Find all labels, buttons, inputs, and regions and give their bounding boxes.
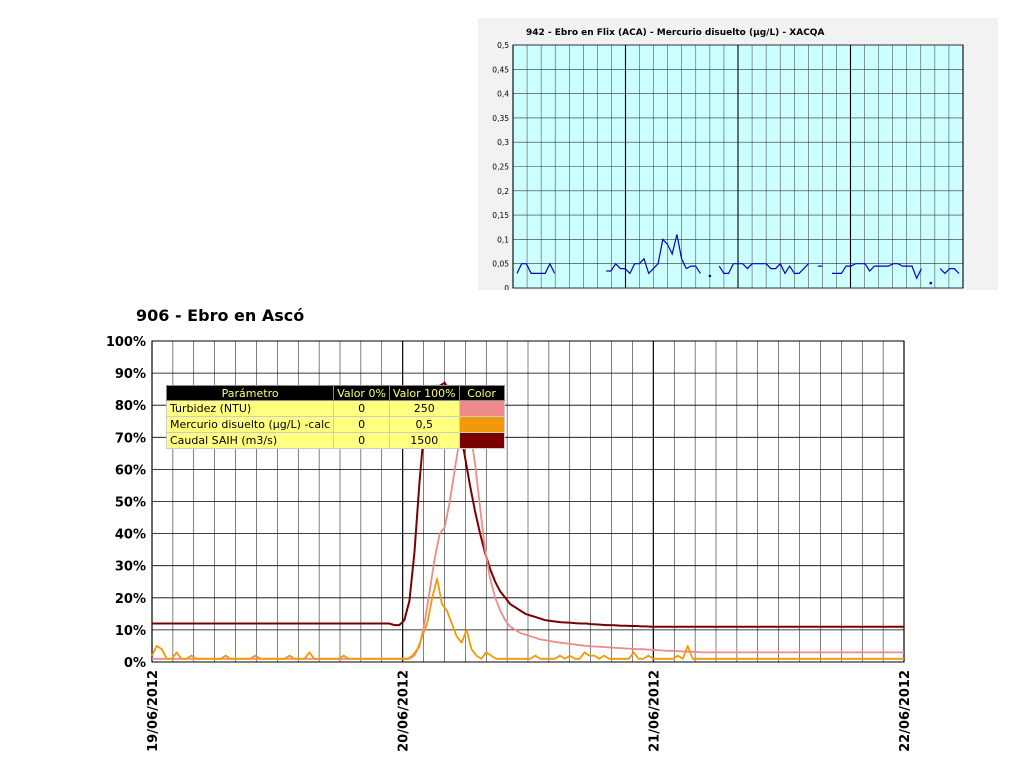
legend-row-mercurio: Mercurio disuelto (µg/L) -calc 0 0,5 bbox=[165, 416, 505, 433]
legend-param-name: Caudal SAIH (m3/s) bbox=[165, 432, 335, 449]
legend-color-swatch bbox=[458, 432, 505, 449]
chart2-y-tick-label: 50% bbox=[115, 496, 146, 511]
legend-row-turbidez: Turbidez (NTU) 0 250 bbox=[165, 400, 505, 417]
chart1-y-tick-label: 0,15 bbox=[492, 211, 509, 220]
chart1-grid bbox=[512, 44, 964, 289]
chart2-x-tick-label: 21/06/2012 bbox=[647, 670, 662, 752]
legend-header-row: Parámetro Valor 0% Valor 100% Color bbox=[165, 385, 505, 401]
chart2-y-tick-label: 60% bbox=[115, 463, 146, 478]
legend-min-value: 0 bbox=[333, 400, 390, 417]
legend-min-value: 0 bbox=[333, 432, 390, 449]
chart1-y-tick-label: 0,3 bbox=[497, 138, 509, 147]
legend-color-swatch bbox=[458, 416, 505, 433]
chart1-y-ticks: 0 0,05 0,1 0,15 0,2 0,25 0,3 0,35 0,4 0,45 0,5 bbox=[492, 41, 509, 290]
chart2-y-tick-label: 30% bbox=[115, 560, 146, 575]
legend-max-value: 0,5 bbox=[388, 416, 460, 433]
chart1-series-line bbox=[718, 262, 809, 275]
chart1-y-tick-label: 0 bbox=[504, 284, 509, 290]
chart1-title: 942 - Ebro en Flix (ACA) - Mercurio disu… bbox=[526, 28, 824, 38]
parameter-legend-table: Parámetro Valor 0% Valor 100% Color Turb… bbox=[165, 385, 505, 449]
chart2-y-tick-label: 40% bbox=[115, 528, 146, 543]
chart1-y-tick-label: 0,05 bbox=[492, 260, 509, 269]
legend-max-value: 250 bbox=[388, 400, 460, 417]
chart1-y-tick-label: 0,5 bbox=[497, 41, 509, 50]
legend-header-color: Color bbox=[458, 385, 505, 401]
chart1-series-line bbox=[606, 234, 701, 275]
chart1-series-point bbox=[929, 281, 933, 285]
chart1-series bbox=[516, 234, 960, 285]
legend-param-name: Mercurio disuelto (µg/L) -calc bbox=[165, 416, 335, 433]
asco-chart: 906 - Ebro en Ascó 0% 10% 20% 30% 40% 50% 60% 7… bbox=[106, 306, 913, 752]
chart1-y-tick-label: 0,25 bbox=[492, 163, 509, 172]
chart1-y-tick-label: 0,4 bbox=[497, 90, 509, 99]
chart2-y-tick-label: 100% bbox=[106, 335, 146, 350]
chart1-series-point bbox=[708, 274, 712, 278]
legend-param-name: Turbidez (NTU) bbox=[165, 400, 335, 417]
chart2-series-mercurio bbox=[151, 577, 904, 660]
chart1-y-tick-label: 0,1 bbox=[497, 235, 509, 244]
chart2-x-tick-label: 22/06/2012 bbox=[898, 670, 913, 752]
chart2-y-tick-label: 20% bbox=[115, 592, 146, 607]
chart1-y-tick-label: 0,45 bbox=[492, 65, 509, 74]
legend-color-swatch bbox=[458, 400, 505, 417]
chart2-series-caudal bbox=[152, 381, 904, 628]
chart2-y-tick-label: 10% bbox=[115, 624, 146, 639]
chart1-series-line bbox=[939, 268, 960, 275]
chart2-y-tick-label: 90% bbox=[115, 367, 146, 382]
legend-min-value: 0 bbox=[333, 416, 390, 433]
legend-max-value: 1500 bbox=[388, 432, 460, 449]
legend-header-valor-0: Valor 0% bbox=[333, 385, 390, 401]
flix-mercury-chart: 942 - Ebro en Flix (ACA) - Mercurio disu… bbox=[478, 18, 998, 290]
legend-header-parametro: Parámetro bbox=[165, 385, 335, 401]
chart2-series bbox=[151, 381, 904, 660]
chart1-y-tick-label: 0,2 bbox=[497, 187, 509, 196]
chart2-y-tick-label: 80% bbox=[115, 399, 146, 414]
chart2-x-tick-label: 20/06/2012 bbox=[397, 670, 412, 752]
chart1-series-line bbox=[832, 263, 922, 280]
legend-row-caudal: Caudal SAIH (m3/s) 0 1500 bbox=[165, 432, 505, 449]
chart2-x-ticks: 19/06/2012 20/06/2012 21/06/2012 22/06/2012 bbox=[146, 670, 913, 752]
chart2-y-ticks: 0% 10% 20% 30% 40% 50% 60% 70% 80% 90% 100% bbox=[106, 335, 146, 671]
chart2-y-tick-label: 70% bbox=[115, 431, 146, 446]
chart2-x-tick-label: 19/06/2012 bbox=[146, 670, 161, 752]
chart2-title: 906 - Ebro en Ascó bbox=[136, 306, 304, 325]
chart2-y-tick-label: 0% bbox=[124, 656, 146, 671]
chart1-series-line bbox=[516, 262, 556, 274]
chart1-y-tick-label: 0,35 bbox=[492, 114, 509, 123]
legend-header-valor-100: Valor 100% bbox=[388, 385, 460, 401]
